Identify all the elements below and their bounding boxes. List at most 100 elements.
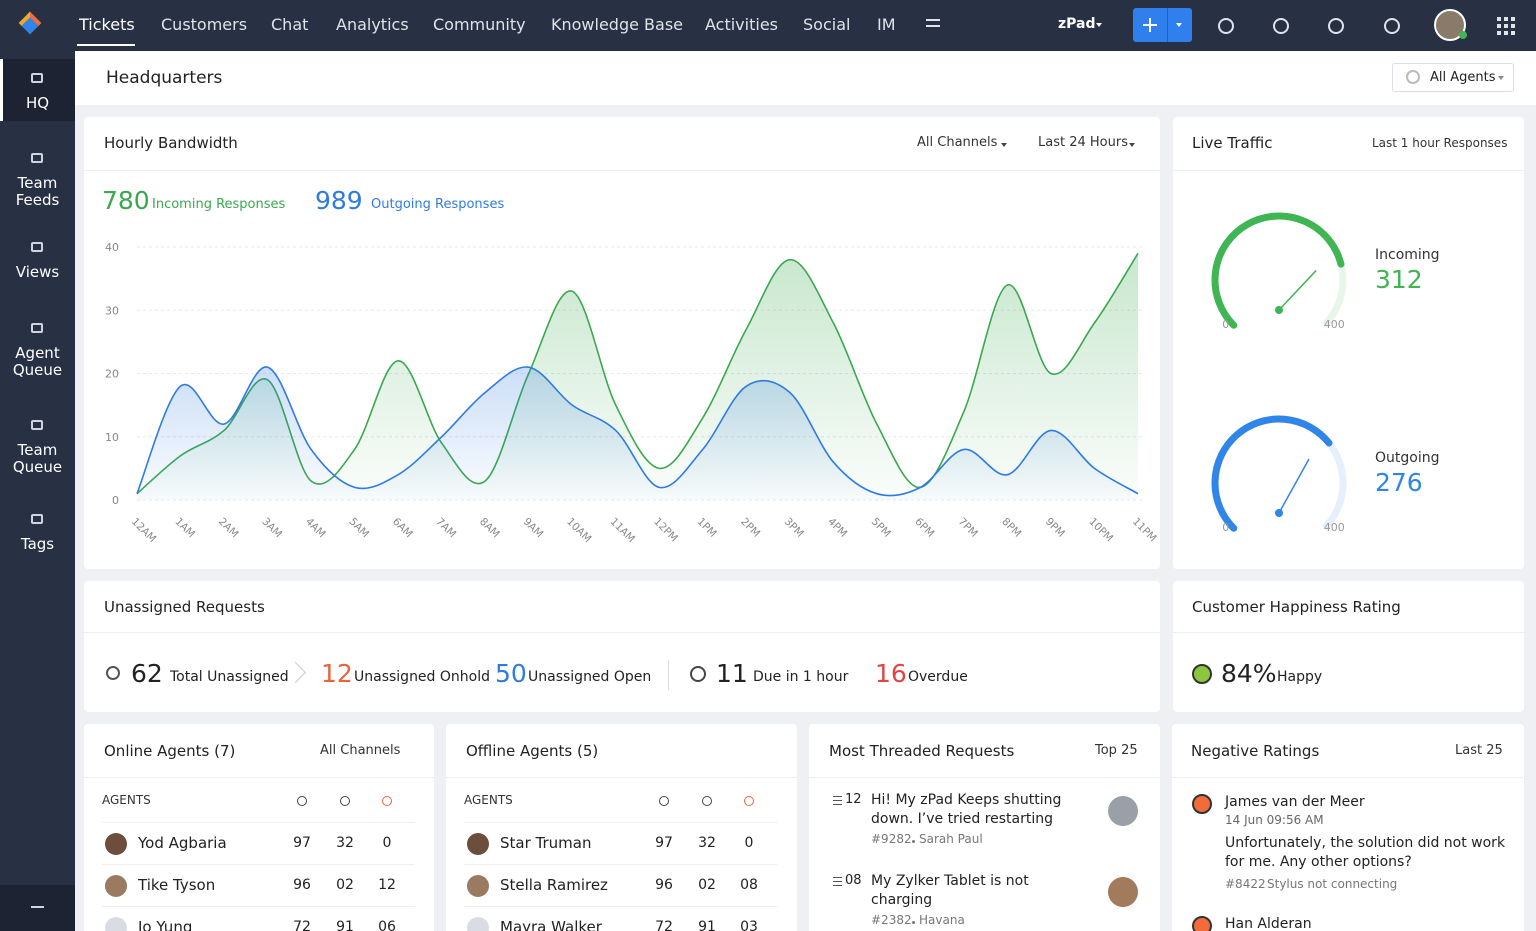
sidebar-item[interactable]: Agent Queue [12, 344, 63, 379]
agent-stat: 32 [336, 835, 354, 851]
column-header: AGENTS [464, 793, 513, 807]
sidebar-item[interactable]: Tags [20, 535, 55, 553]
divider [102, 906, 415, 907]
column-header: AGENTS [102, 793, 151, 807]
divider [102, 864, 415, 865]
nav-tab[interactable]: Knowledge Base [551, 15, 683, 34]
nav-tab[interactable]: Community [433, 15, 526, 34]
card-filter[interactable]: Last 24 Hours [1038, 135, 1128, 150]
divider [1173, 170, 1524, 171]
divider [446, 777, 797, 778]
agent-stat: 03 [740, 919, 758, 931]
stat-label: Unassigned Open [528, 669, 652, 685]
agent-avatar [467, 917, 489, 931]
sad-icon [1192, 794, 1212, 814]
nav-tab[interactable]: IM [877, 15, 896, 34]
offline-agents-card [446, 724, 797, 931]
rating-time: 14 Jun 09:56 AM [1225, 813, 1324, 827]
agent-name: Jo Yung [138, 918, 193, 931]
vdivider [668, 660, 669, 690]
card-filter[interactable]: Last 1 hour Responses [1372, 136, 1508, 150]
card-title: Most Threaded Requests [829, 742, 1015, 760]
agent-stat: 96 [655, 877, 673, 893]
stat-value: 62 [131, 659, 163, 688]
card-filter[interactable]: Last 25 [1455, 743, 1503, 758]
agent-stat: 08 [740, 877, 758, 893]
stat-label: Overdue [908, 669, 968, 685]
gauge-value: 312 [1375, 265, 1423, 294]
sidebar-item[interactable]: Views [15, 263, 60, 281]
agent-stat: 91 [336, 919, 354, 931]
stat-label: Total Unassigned [170, 669, 289, 685]
live-traffic-card [1173, 117, 1524, 569]
thread-subject: Hi! My zPad Keeps shutting down. I’ve tr… [871, 792, 1062, 827]
caret [1129, 143, 1135, 147]
list-icon-bar [833, 800, 842, 801]
agent-stat: 96 [293, 877, 311, 893]
thread-count: 12 [845, 792, 862, 807]
nav-tab[interactable]: Social [803, 15, 851, 34]
card-title: Unassigned Requests [104, 598, 265, 616]
divider [809, 777, 1160, 778]
sidebar-item[interactable]: HQ [25, 94, 50, 112]
agent-avatar [105, 875, 127, 897]
sidebar-item[interactable]: Team Queue [12, 441, 63, 476]
card-title: Offline Agents (5) [466, 742, 599, 760]
series-total: 989 [315, 186, 363, 215]
agent-stat: 97 [655, 835, 673, 851]
new-button[interactable] [1133, 8, 1192, 42]
caret [1176, 23, 1182, 27]
card-filter[interactable]: Top 25 [1095, 743, 1138, 758]
meta-dot [911, 839, 915, 843]
rater-name: Han Alderan [1225, 916, 1312, 931]
gauge-label: Outgoing [1375, 450, 1440, 466]
sidebar-item[interactable]: Team Feeds [15, 174, 60, 209]
divider [464, 864, 777, 865]
stat-label: Due in 1 hour [753, 669, 849, 685]
agent-name: Yod Agbaria [138, 834, 227, 852]
column-icon [744, 796, 754, 806]
contact-avatar [1108, 877, 1138, 907]
app-grid-dot [1497, 17, 1501, 21]
nav-tab[interactable]: Analytics [336, 15, 409, 34]
nav-active-underline [77, 44, 135, 46]
btn-split [1167, 8, 1168, 42]
thread-id: #9282 [871, 832, 912, 846]
app-grid-dot [1511, 24, 1515, 28]
list-icon-bar [833, 881, 842, 882]
portal-switch[interactable]: zPad [1058, 16, 1096, 32]
page-header [75, 51, 1536, 105]
sidebar-collapse[interactable] [0, 885, 75, 931]
card-title: Live Traffic [1192, 134, 1273, 152]
series-total: 780 [102, 186, 150, 215]
agent-stat: 12 [378, 877, 396, 893]
agent-stat: 32 [698, 835, 716, 851]
agent-name: Mayra Walker [500, 918, 602, 931]
nav-tab[interactable]: Activities [705, 15, 778, 34]
app-grid-dot [1504, 24, 1508, 28]
stat-value: 11 [716, 659, 748, 688]
sidebar-icon [31, 73, 43, 83]
app-grid-dot [1497, 24, 1501, 28]
nav-tab[interactable]: Chat [271, 15, 309, 34]
nav-tab[interactable]: Customers [161, 15, 248, 34]
legend-label: Outgoing Responses [371, 197, 505, 212]
stat-value: 12 [321, 659, 353, 688]
card-title: Online Agents (7) [104, 742, 236, 760]
card-filter[interactable]: All Channels [320, 743, 401, 758]
stat-value: 16 [875, 659, 907, 688]
agent-stat: 06 [378, 919, 396, 931]
menu-icon-bar [926, 19, 940, 21]
thread-count: 08 [845, 873, 862, 888]
agent-filter-label[interactable]: All Agents [1430, 70, 1496, 85]
nav-tab[interactable]: Tickets [79, 15, 135, 34]
card-filter[interactable]: All Channels [917, 135, 998, 150]
app-grid-dot [1497, 31, 1501, 35]
app-grid-dot [1511, 17, 1515, 21]
agent-filter[interactable] [1392, 63, 1514, 92]
thread-contact: Havana [919, 913, 965, 927]
agent-filter-icon [1406, 70, 1420, 84]
clock-icon [690, 666, 706, 682]
caret [1096, 23, 1102, 27]
gauge-label: Incoming [1375, 247, 1440, 263]
